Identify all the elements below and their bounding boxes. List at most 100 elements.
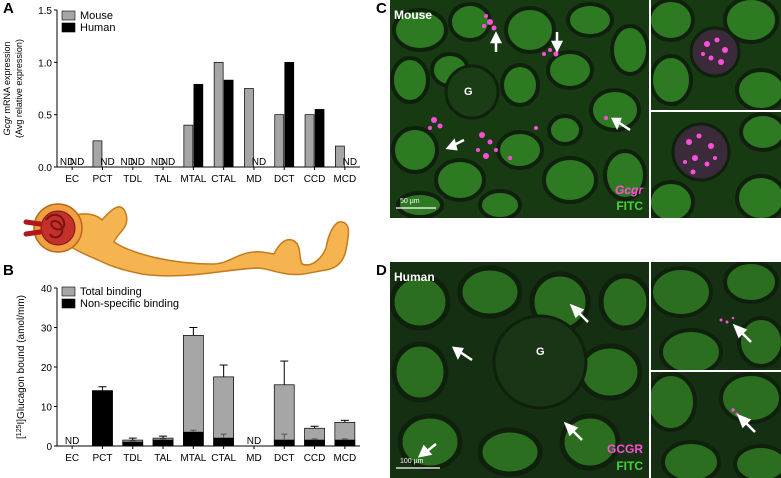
- bar-mouse-ccd: [304, 114, 315, 168]
- bar-nonspecific-ctal: [213, 437, 234, 447]
- x-tick-label: CCD: [304, 174, 326, 185]
- x-tick-label: PCT: [92, 453, 112, 464]
- x-tick-label: CCD: [304, 453, 326, 464]
- nd-label: ND: [60, 157, 74, 168]
- bar-mouse-mtal: [183, 124, 194, 168]
- legend-swatch: [61, 10, 76, 21]
- fitc-label: FITC: [616, 199, 643, 213]
- micrograph-human-main: Human G 100 µm GCGR FITC: [390, 262, 649, 478]
- capillary-loop: [45, 214, 66, 239]
- x-tick-label: PCT: [92, 174, 112, 185]
- y-axis-label-line1: Gcgr mRNA expression: [2, 41, 12, 135]
- bar-mouse-ctal: [213, 61, 224, 168]
- x-tick-label: DCT: [274, 453, 295, 464]
- bar-nonspecific-mtal: [183, 431, 204, 447]
- nd-label: ND: [247, 436, 261, 447]
- nd-label: ND: [343, 157, 357, 168]
- x-tick-label: TAL: [154, 453, 172, 464]
- gcgr-marker-label: GCGR: [607, 442, 643, 456]
- nd-label: ND: [121, 157, 135, 168]
- nd-label: ND: [131, 157, 145, 168]
- bar-human-ccd: [314, 109, 325, 168]
- x-tick-label: MCD: [333, 174, 356, 185]
- micrograph-mouse-inset-bottom: [651, 112, 781, 218]
- y-tick-label: 1.5: [38, 6, 52, 17]
- panel-letter-c: C: [376, 0, 387, 17]
- chart-a-gcgr-mrna: 0.0 0.5 1.0 1.5 Gcgr mRNA expression (Avg rel…: [2, 6, 360, 185]
- nd-label: ND: [100, 157, 114, 168]
- bar-nonspecific-pct: [92, 390, 113, 447]
- chart-b-glucagon-binding: 0 10 20 30 40 [125I]Glucagon bound (amol/mm) E…: [16, 284, 360, 464]
- y-axis-label: Gcgr mRNA expression (Avg relative expres…: [2, 39, 24, 138]
- micrograph-human-inset-bottom: [651, 372, 781, 478]
- x-tick-label: MCD: [333, 453, 356, 464]
- legend-label: Mouse: [80, 10, 113, 22]
- nephron-diagram: [23, 203, 350, 277]
- glomerulus: [444, 64, 500, 120]
- human-label: Human: [394, 270, 435, 284]
- nd-label: ND: [161, 157, 175, 168]
- micrograph-mouse-inset-top: [651, 0, 781, 110]
- y-axis-label-text: [125I]Glucagon bound (amol/mm): [16, 295, 28, 439]
- legend-swatch: [61, 22, 76, 33]
- bar-nonspecific-mcd: [334, 439, 356, 447]
- y-tick-label: 1.0: [38, 58, 52, 69]
- bar-human-dct: [284, 61, 295, 168]
- bar-mouse-md: [244, 88, 254, 168]
- bar-nonspecific-tal: [152, 439, 174, 447]
- scale-label: 100 µm: [400, 458, 424, 465]
- arrow-icons: [417, 303, 589, 458]
- y-tick-label: 30: [41, 324, 53, 335]
- bar-mouse-pct: [92, 140, 103, 168]
- nd-label: ND: [70, 157, 84, 168]
- y-tick-label: 0: [46, 442, 52, 453]
- arteriole: [23, 219, 43, 237]
- x-tick-label: EC: [65, 453, 79, 464]
- y-axis-label-line2: (Avg relative expression): [14, 39, 24, 138]
- panel-letter-d: D: [376, 262, 387, 279]
- x-tick-label: DCT: [274, 174, 295, 185]
- y-axis-label: [125I]Glucagon bound (amol/mm): [16, 295, 28, 439]
- x-tick-label: MTAL: [180, 453, 206, 464]
- x-tick-label: TDL: [123, 453, 142, 464]
- nd-label: ND: [252, 157, 266, 168]
- scale-label: 50 µm: [400, 198, 420, 205]
- legend-label: Non-specific binding: [80, 298, 179, 310]
- bar-human-ctal: [223, 79, 234, 168]
- glomerulus: [492, 314, 588, 410]
- tubule-shape: [56, 206, 350, 277]
- arrow-icons: [445, 31, 631, 151]
- nd-label: ND: [65, 436, 79, 447]
- legend-label: Total binding: [80, 286, 142, 298]
- x-tick-label: TAL: [154, 174, 172, 185]
- bar-mouse-mcd: [335, 145, 345, 168]
- x-tick-label: MD: [246, 174, 262, 185]
- legend-swatch: [61, 298, 76, 309]
- x-tick-label: CTAL: [211, 174, 236, 185]
- y-tick-label: 40: [41, 284, 53, 295]
- x-tick-label: EC: [65, 174, 79, 185]
- micrograph-human-inset-top: [651, 262, 781, 370]
- fitc-label: FITC: [616, 459, 643, 473]
- bar-nonspecific-ccd: [304, 439, 325, 447]
- x-tick-label: MD: [246, 453, 262, 464]
- bar-mouse-dct: [274, 114, 285, 168]
- micrograph-mouse-main: Mouse G 50 µm Gcgr FITC: [390, 0, 649, 218]
- panel-letter-a: A: [3, 0, 14, 17]
- y-tick-label: 0.5: [38, 111, 52, 122]
- mouse-tissue-image: [390, 0, 649, 218]
- gcgr-signal-dots: [428, 14, 608, 160]
- human-tissue-image: [390, 262, 649, 478]
- legend-swatch: [61, 286, 76, 297]
- legend-label: Human: [80, 22, 115, 34]
- y-tick-label: 0.0: [38, 163, 52, 174]
- bar-nonspecific-dct: [273, 439, 295, 447]
- mouse-label: Mouse: [394, 8, 433, 22]
- x-tick-label: TDL: [123, 174, 142, 185]
- x-tick-label: MTAL: [180, 174, 206, 185]
- glomerulus-label: G: [464, 86, 473, 98]
- gcgr-marker-label: Gcgr: [614, 183, 643, 197]
- bar-nonspecific-tdl: [122, 441, 144, 447]
- glomerulus-label: G: [536, 346, 545, 358]
- nd-label: ND: [151, 157, 165, 168]
